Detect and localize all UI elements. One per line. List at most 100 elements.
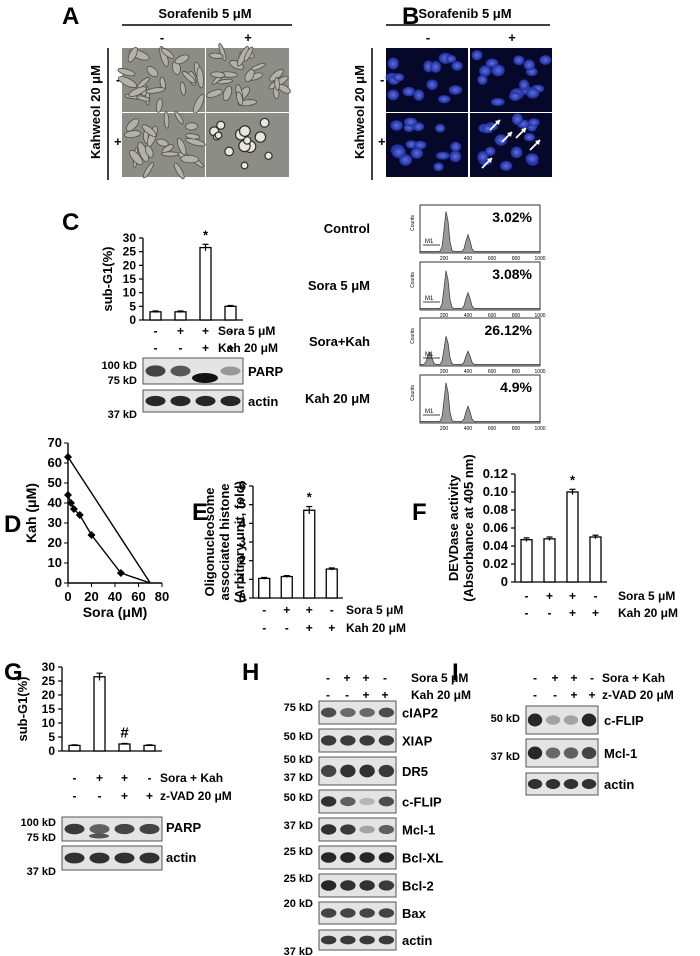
treatment-sign: +	[570, 688, 577, 702]
data-point	[75, 511, 84, 519]
protein-xiap: XIAP	[402, 734, 433, 749]
nucleus	[527, 118, 540, 127]
data-point	[66, 499, 75, 507]
nucleus	[433, 162, 444, 172]
protein-bcl-xl: Bcl-XL	[402, 851, 443, 866]
treatment-sign: +	[146, 789, 153, 803]
treatment-sign: +	[283, 603, 290, 617]
treatment-sign: -	[525, 589, 529, 603]
band	[359, 880, 375, 891]
spread-cell	[196, 66, 205, 89]
treatment-sign: +	[177, 324, 184, 338]
blot-strip-bcl-2	[318, 873, 397, 898]
gate-label: M1	[425, 352, 434, 358]
band	[114, 823, 135, 835]
protein-c-flip: c-FLIP	[604, 713, 644, 728]
marker: 50 kD	[284, 731, 313, 743]
flow-tick: 600	[488, 256, 497, 262]
sub-g1-percent: 3.08%	[492, 266, 532, 282]
band	[378, 908, 395, 918]
nucleus	[405, 140, 417, 149]
band	[359, 935, 375, 945]
spread-cell	[129, 149, 144, 166]
y-tick-label: 0.08	[483, 502, 508, 517]
arrow-head	[507, 132, 512, 137]
round-cell	[259, 117, 270, 128]
treatment-sign: +	[202, 341, 209, 355]
b-col-minus: -	[426, 30, 430, 45]
band	[340, 935, 356, 945]
band	[563, 747, 579, 759]
nucleus	[500, 160, 513, 171]
spread-cell	[146, 66, 159, 78]
y-tick-label: 0	[129, 313, 136, 327]
flow-ylabel: Counts	[410, 328, 416, 344]
nucleus	[523, 59, 535, 71]
y-axis-label: sub-G1(%)	[15, 677, 30, 742]
y-tick-label: 25	[42, 674, 56, 688]
band	[340, 707, 356, 718]
flow-cytometry: Control M1 3.02% Counts 200 400 600 800 1000 Sora…	[305, 204, 546, 432]
nucleus	[434, 123, 446, 133]
spread-cell	[177, 137, 187, 156]
panel-b: Sorafenib 5 μM - + Kahweol 20 μM - +	[352, 6, 552, 180]
nucleus	[485, 146, 496, 156]
treatment-sign: +	[121, 771, 128, 785]
y-tick-label: 0	[48, 744, 55, 758]
y-axis-label: Oligonucleosome	[202, 487, 217, 596]
flow-row-label-1: Sora 5 μM	[308, 278, 370, 293]
marker: 75 kD	[284, 702, 313, 714]
treatment-sign: +	[546, 589, 553, 603]
round-cell	[216, 120, 226, 130]
b-fluorescence	[385, 48, 552, 177]
round-cell	[254, 131, 267, 143]
h-treatments: Sora 5 μM Kah 20 μM	[411, 671, 471, 702]
i-treatments: Sora + Kah z-VAD 20 μM	[602, 671, 674, 702]
h-kah-label: Kah 20 μM	[411, 688, 471, 702]
protein-parp: PARP	[166, 820, 201, 835]
y-tick-label: 30	[123, 231, 137, 245]
y-tick-label: 0.10	[483, 484, 508, 499]
nucleus	[392, 73, 405, 82]
spread-cell	[160, 47, 175, 59]
gate-label: M1	[425, 409, 434, 415]
nucleus	[494, 134, 508, 146]
y-tick-label: 5	[129, 299, 136, 313]
protein-actin: actin	[248, 394, 278, 409]
band	[359, 735, 375, 746]
bar	[118, 743, 131, 752]
treatment-sign: -	[383, 671, 387, 685]
band	[195, 395, 216, 407]
band	[139, 823, 160, 835]
treatment-sign: -	[594, 589, 598, 603]
bar	[543, 538, 556, 583]
flow-tick: 800	[512, 313, 521, 319]
marker: 20 kD	[284, 898, 313, 910]
band	[359, 852, 375, 863]
band	[320, 735, 337, 746]
gate-label: M1	[425, 296, 434, 302]
blot-strip-mcl-1	[318, 817, 397, 842]
spread-cell	[222, 85, 233, 102]
band	[320, 707, 337, 718]
g-blot: PARP actin 100 kD 75 kD 37 kD	[21, 816, 201, 878]
marker: 50 kD	[284, 792, 313, 804]
nucleus	[448, 85, 463, 95]
protein-bax: Bax	[402, 906, 427, 921]
nucleus	[387, 89, 400, 101]
y-tick-label: 0	[55, 575, 62, 590]
flow-row-label-3: Kah 20 μM	[305, 391, 370, 406]
treatment-sign: +	[362, 688, 369, 702]
arrow-head	[487, 158, 492, 163]
treatment-sign: -	[98, 789, 102, 803]
spread-cell	[217, 78, 233, 85]
flow-ylabel: Counts	[410, 385, 416, 401]
treatment-sign: -	[229, 324, 233, 338]
treatment-sign: +	[569, 606, 576, 620]
bar	[224, 305, 237, 321]
sub-g1-percent: 4.9%	[500, 379, 532, 395]
spread-cell	[210, 71, 226, 78]
marker: 100 kD	[102, 360, 138, 372]
spread-cell	[236, 91, 244, 106]
